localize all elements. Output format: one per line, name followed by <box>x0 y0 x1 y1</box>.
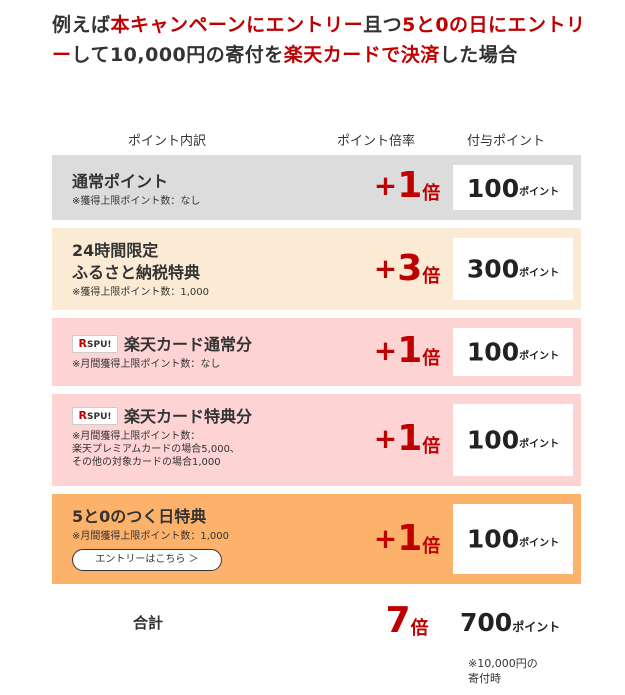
headline-text: した場合 <box>439 44 518 66</box>
total-points: 700ポイント <box>460 608 560 637</box>
plus-sign: + <box>373 252 398 285</box>
row-title: 楽天カード通常分 <box>124 335 253 354</box>
multiplier-unit: 倍 <box>422 435 441 457</box>
points-value: 100 <box>466 524 520 554</box>
row-label: 5と0のつく日特典 ※月間獲得上限ポイント数：1,000 エントリーはこちら ＞ <box>72 506 229 571</box>
total-multiplier: 7倍 <box>352 600 462 641</box>
row-note-line2: 楽天プレミアムカードの場合5,000、 <box>72 444 240 455</box>
points-value: 100 <box>466 425 520 455</box>
points-value: 300 <box>466 254 520 284</box>
headline: 例えば本キャンペーンにエントリー且つ5と0の日にエントリーして10,000円の寄… <box>52 10 592 70</box>
row-points-box: 100ポイント <box>453 328 573 376</box>
multiplier-unit: 倍 <box>422 265 441 287</box>
row-title-wrap: RSPU! 楽天カード通常分 <box>72 334 252 356</box>
total-multiplier-unit: 倍 <box>410 617 429 639</box>
headline-highlight: 本キャンペーンにエントリー <box>110 14 364 36</box>
row-note: ※月間獲得上限ポイント数： <box>72 431 201 442</box>
plus-sign: + <box>373 169 398 202</box>
points-unit: ポイント <box>519 267 560 279</box>
row-label: 24時間限定 ふるさと納税特典 ※獲得上限ポイント数：1,000 <box>72 240 209 299</box>
multiplier-value: 1 <box>397 330 423 371</box>
total-note-line2: 寄付時 <box>468 672 501 685</box>
row-title: 5と0のつく日特典 <box>72 507 207 526</box>
multiplier-unit: 倍 <box>422 182 441 204</box>
total-label: 合計 <box>133 614 164 632</box>
multiplier-value: 1 <box>397 518 423 559</box>
column-header-multiplier: ポイント倍率 <box>337 134 416 149</box>
points-value: 100 <box>466 174 520 203</box>
plus-sign: + <box>373 422 398 455</box>
row-multiplier: +3倍 <box>352 248 462 289</box>
point-row-5-and-0-day: 5と0のつく日特典 ※月間獲得上限ポイント数：1,000 エントリーはこちら ＞… <box>52 494 581 584</box>
row-note: ※獲得上限ポイント数：なし <box>72 196 201 207</box>
row-note: ※月間獲得上限ポイント数：1,000 <box>72 531 230 542</box>
points-unit: ポイント <box>519 187 560 198</box>
row-label: RSPU! 楽天カード通常分 ※月間獲得上限ポイント数：なし <box>72 334 252 371</box>
spu-badge-icon: RSPU! <box>72 406 118 425</box>
row-label: RSPU! 楽天カード特典分 ※月間獲得上限ポイント数： 楽天プレミアムカードの場… <box>72 406 252 469</box>
total-note: ※10,000円の 寄付時 <box>468 656 568 686</box>
row-note: ※獲得上限ポイント数：1,000 <box>72 287 210 298</box>
row-multiplier: +1倍 <box>352 330 462 371</box>
multiplier-value: 1 <box>397 418 423 459</box>
row-note-line3: その他の対象カードの場合1,000 <box>72 457 221 468</box>
plus-sign: + <box>373 522 398 555</box>
points-unit: ポイント <box>519 537 560 549</box>
row-multiplier: +1倍 <box>352 165 462 206</box>
row-title: 通常ポイント <box>72 172 169 191</box>
point-row-24h-limited: 24時間限定 ふるさと納税特典 ※獲得上限ポイント数：1,000 +3倍 300… <box>52 228 581 310</box>
headline-text: 例えば <box>52 14 111 36</box>
row-points-box: 100ポイント <box>453 504 573 574</box>
points-value: 100 <box>466 337 520 367</box>
row-multiplier: +1倍 <box>352 418 462 459</box>
row-title: 楽天カード特典分 <box>124 407 253 426</box>
point-row-rakuten-card-bonus: RSPU! 楽天カード特典分 ※月間獲得上限ポイント数： 楽天プレミアムカードの場… <box>52 394 581 486</box>
headline-highlight: 楽天カードで決済 <box>283 44 440 66</box>
multiplier-unit: 倍 <box>422 347 441 369</box>
total-multiplier-value: 7 <box>385 600 411 641</box>
total-points-unit: ポイント <box>512 620 561 634</box>
point-row-regular: 通常ポイント ※獲得上限ポイント数：なし +1倍 100ポイント <box>52 155 581 220</box>
row-note: ※月間獲得上限ポイント数：なし <box>72 359 221 370</box>
row-label: 通常ポイント ※獲得上限ポイント数：なし <box>72 171 200 208</box>
row-points-box: 100ポイント <box>453 404 573 476</box>
headline-text: 且つ <box>363 14 403 36</box>
row-title: 24時間限定 <box>72 241 159 260</box>
plus-sign: + <box>373 334 398 367</box>
headline-highlight: 5と0の日にエントリー <box>52 14 586 66</box>
column-header-granted: 付与ポイント <box>467 134 546 149</box>
points-unit: ポイント <box>519 438 560 450</box>
row-points-box: 300ポイント <box>453 238 573 300</box>
entry-button[interactable]: エントリーはこちら ＞ <box>72 549 222 571</box>
multiplier-unit: 倍 <box>422 535 441 557</box>
total-note-line1: ※10,000円の <box>468 657 538 670</box>
total-points-value: 700 <box>460 608 513 637</box>
row-multiplier: +1倍 <box>352 518 462 559</box>
row-title-line2: ふるさと納税特典 <box>72 263 201 282</box>
row-points-box: 100ポイント <box>453 165 573 210</box>
multiplier-value: 3 <box>397 248 423 289</box>
points-unit: ポイント <box>519 350 560 362</box>
multiplier-value: 1 <box>397 165 423 206</box>
point-row-rakuten-card-regular: RSPU! 楽天カード通常分 ※月間獲得上限ポイント数：なし +1倍 100ポイン… <box>52 318 581 386</box>
spu-badge-icon: RSPU! <box>72 334 118 353</box>
column-header-breakdown: ポイント内訳 <box>128 134 207 149</box>
headline-text: して10,000円の寄付を <box>71 44 284 66</box>
row-title-wrap: RSPU! 楽天カード特典分 <box>72 406 252 428</box>
